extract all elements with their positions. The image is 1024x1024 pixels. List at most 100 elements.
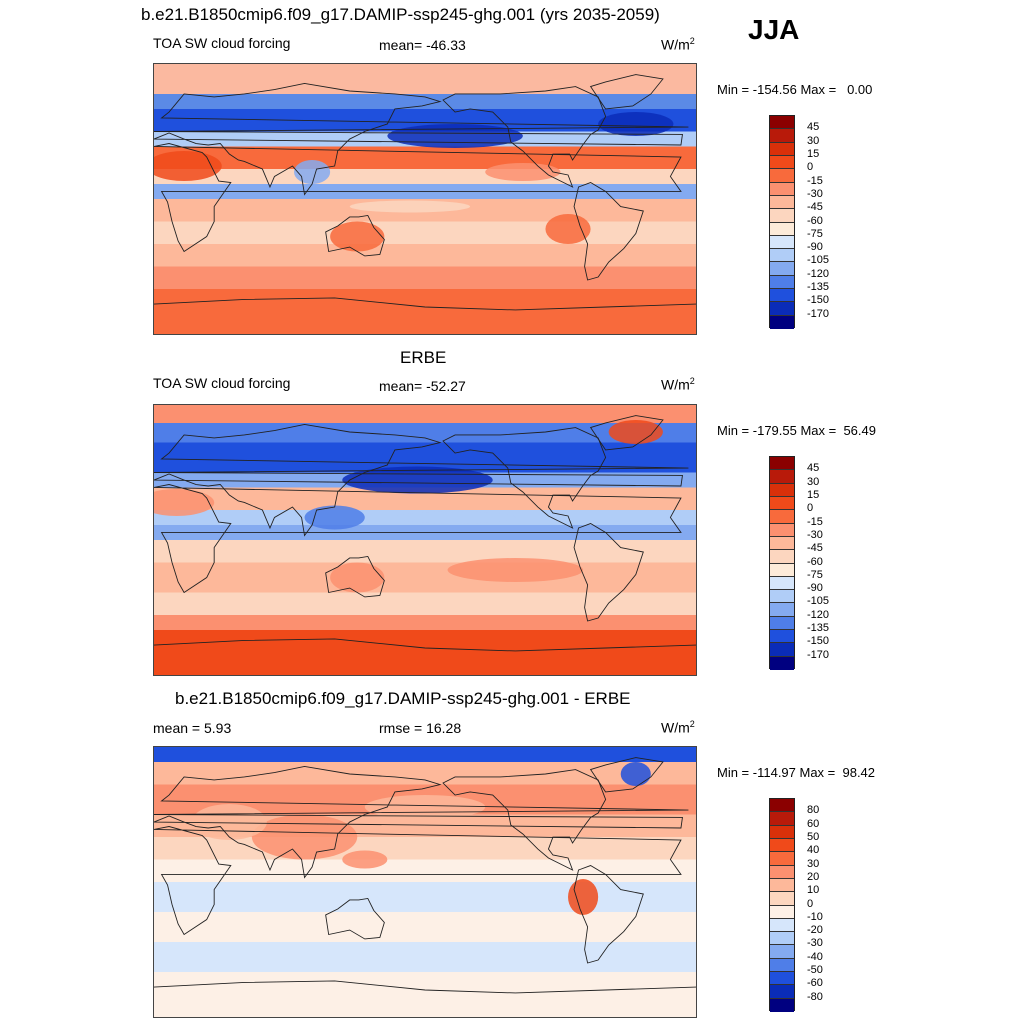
panel-units: W/m2 <box>661 376 695 393</box>
colorbar-tick-label: 10 <box>807 884 820 897</box>
main-title: b.e21.B1850cmip6.f09_g17.DAMIP-ssp245-gh… <box>141 5 660 24</box>
field-band <box>154 630 696 675</box>
colorbar-cell <box>770 603 794 617</box>
colorbar-tick-label: -90 <box>807 582 823 595</box>
coastline <box>154 424 689 537</box>
colorbar-tick-label: -15 <box>807 174 823 187</box>
colorbar-cell <box>770 799 794 813</box>
colorbar-tick-label: 30 <box>807 475 820 488</box>
colorbar-cell <box>770 169 794 183</box>
colorbar-tick-label: 45 <box>807 462 820 475</box>
field-band <box>154 94 696 109</box>
colorbar-tick-label: 20 <box>807 870 820 883</box>
colorbar-tick-label: 0 <box>807 897 814 910</box>
map-field <box>154 64 696 334</box>
colorbar-tick-label: -15 <box>807 515 823 528</box>
coastline <box>154 83 689 196</box>
colorbar-cell <box>770 195 794 210</box>
colorbar-cell <box>770 235 794 250</box>
colorbar-tick-label: 50 <box>807 830 820 843</box>
colorbar-cell <box>770 315 794 329</box>
colorbar-cell <box>770 812 794 826</box>
colorbar-cell <box>770 550 794 564</box>
colorbar-tick-label: 0 <box>807 502 814 515</box>
colorbar-tick-label: -105 <box>807 595 830 608</box>
field-band <box>154 837 696 860</box>
field-anomaly <box>304 505 365 530</box>
field-band <box>154 972 696 1017</box>
colorbar-cell <box>770 116 794 130</box>
field-anomaly <box>251 814 358 860</box>
colorbar: 80 60 50 40 30 20 10 0 -10 -20 -30 -40 -50 -60 -80 <box>769 798 859 1013</box>
colorbar-cell <box>770 630 794 644</box>
field-anomaly <box>394 511 516 524</box>
field-anomaly <box>154 489 215 516</box>
colorbar-cell <box>770 262 794 276</box>
field-band <box>154 942 696 972</box>
colorbar-tick-label: -50 <box>807 964 823 977</box>
colorbar-cell <box>770 825 794 839</box>
field-band <box>154 221 696 245</box>
field-band <box>154 615 696 630</box>
colorbar-cell <box>770 905 794 919</box>
colorbar-cell <box>770 945 794 959</box>
colorbar-cell <box>770 483 794 497</box>
colorbar-tick-label: -135 <box>807 281 830 294</box>
field-anomaly <box>447 558 584 582</box>
field-band <box>154 747 696 762</box>
field-band <box>154 169 696 184</box>
field-band <box>154 289 696 334</box>
colorbar-scale <box>769 798 795 1012</box>
colorbar-tick-label: -105 <box>807 254 830 267</box>
colorbar-tick-label: 15 <box>807 488 820 501</box>
field-anomaly <box>349 200 471 213</box>
panel-rmse-label: rmse = 16.28 <box>379 720 462 736</box>
coastline <box>573 865 644 964</box>
field-band <box>154 405 696 423</box>
coastline <box>325 214 385 257</box>
field-anomaly <box>387 124 523 148</box>
field-band <box>154 487 696 510</box>
colorbar-tick-label: -30 <box>807 937 823 950</box>
field-anomaly <box>191 804 267 840</box>
coastline <box>442 769 607 871</box>
colorbar-cell <box>770 985 794 999</box>
field-band <box>154 912 696 942</box>
field-anomaly <box>620 762 651 786</box>
colorbar-tick-label: 40 <box>807 844 820 857</box>
panel-variable-label: TOA SW cloud forcing <box>153 375 291 391</box>
panel-variable-label: TOA SW cloud forcing <box>153 35 291 51</box>
colorbar-tick-label: -20 <box>807 924 823 937</box>
panel-units: W/m2 <box>661 719 695 736</box>
colorbar-cell <box>770 275 794 290</box>
colorbar-tick-label: -120 <box>807 267 830 280</box>
colorbar-cell <box>770 142 794 156</box>
coastline <box>154 766 689 879</box>
colorbar-tick-label: 60 <box>807 817 820 830</box>
colorbar-cell <box>770 576 794 591</box>
field-anomaly <box>545 214 591 245</box>
colorbar-tick-label: -60 <box>807 555 823 568</box>
coastline <box>154 297 696 311</box>
colorbar-tick-label: -75 <box>807 568 823 581</box>
colorbar-cell <box>770 998 794 1012</box>
colorbar-cell <box>770 470 794 484</box>
coastline <box>154 143 682 253</box>
coastline <box>589 415 664 451</box>
colorbar-tick-label: -40 <box>807 950 823 963</box>
panel-minmax: Min = -154.56 Max = 0.00 <box>717 82 873 97</box>
colorbar-cell <box>770 496 794 511</box>
coastline <box>154 826 682 936</box>
colorbar-tick-label: 0 <box>807 161 814 174</box>
coastline <box>154 980 696 994</box>
field-band <box>154 762 696 785</box>
field-anomaly <box>485 163 561 181</box>
coastline <box>573 182 644 281</box>
field-band <box>154 859 696 882</box>
colorbar-tick-label: -30 <box>807 528 823 541</box>
field-band <box>154 562 696 593</box>
colorbar-tick-label: -80 <box>807 990 823 1003</box>
field-anomaly <box>364 795 486 819</box>
panel-mean-label: mean = 5.93 <box>153 720 232 736</box>
colorbar-scale <box>769 456 795 670</box>
